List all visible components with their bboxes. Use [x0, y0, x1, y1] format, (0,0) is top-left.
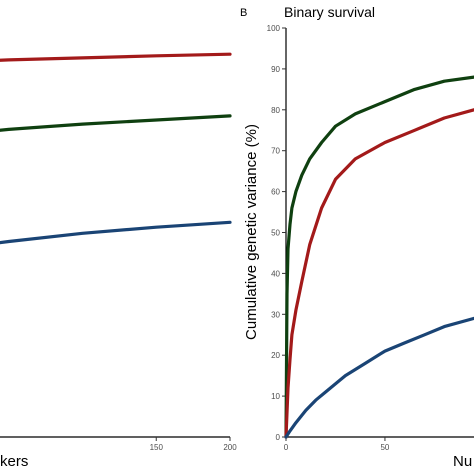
panel-b-title: Binary survival: [284, 4, 375, 20]
panel-b-y-axis-title: Cumulative genetic variance (%): [243, 124, 260, 340]
panel-a-x-tick-label: 150: [150, 443, 164, 452]
panel-b-series-line: [284, 75, 474, 439]
panel-b-y-tick-label: 60: [271, 188, 280, 197]
panel-b-y-tick-label: 40: [271, 269, 280, 278]
panel-b-series-line: [284, 316, 474, 439]
panel-b-y-tick-label: 20: [271, 351, 280, 360]
panel-b-plot: 0 10 20 30 40 50 60 70 80 90 100 0 50: [267, 24, 474, 452]
panel-a-x-tick-label: 200: [223, 443, 237, 452]
panel-b-series-line: [284, 108, 474, 439]
panel-b-y-tick-label: 50: [271, 229, 280, 238]
panel-a-series-line: [0, 114, 232, 132]
panel-b-letter: B: [240, 7, 247, 19]
panel-b-x-tick-label: 50: [380, 443, 389, 452]
panel-b-y-tick-label: 10: [271, 392, 280, 401]
panel-b-x-tick-label: 0: [284, 443, 289, 452]
panel-b-y-tick-label: 90: [271, 65, 280, 74]
panel-a-plot: 150 200: [0, 52, 237, 452]
panel-a-series-line: [0, 52, 232, 62]
panel-b-y-tick-label: 80: [271, 106, 280, 115]
panel-b-x-axis-title: Nu: [453, 453, 472, 470]
panel-b-y-tick-label: 30: [271, 310, 280, 319]
panel-a-x-axis-title: kers: [0, 453, 28, 470]
panel-b-y-tick-label: 100: [267, 24, 281, 33]
panel-b-y-tick-label: 0: [276, 433, 281, 442]
panel-b-y-tick-label: 70: [271, 147, 280, 156]
panel-a-series-line: [0, 220, 232, 245]
